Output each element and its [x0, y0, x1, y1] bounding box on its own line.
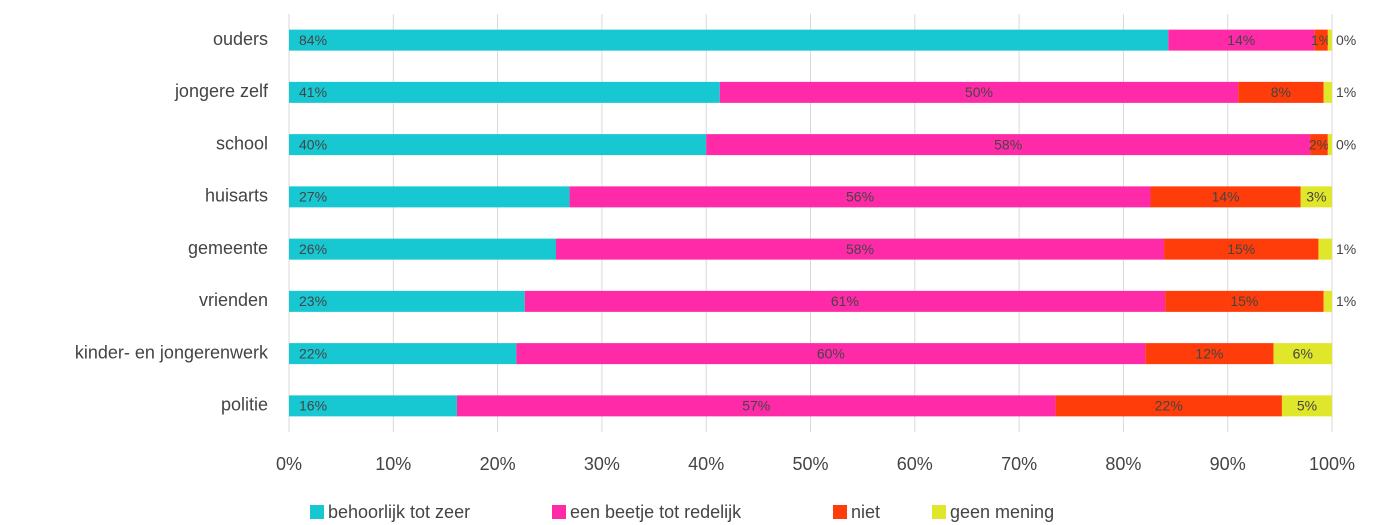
data-label: 1%	[1336, 293, 1356, 309]
data-label: 27%	[299, 189, 327, 205]
bar-segment	[1323, 81, 1332, 103]
bar-segment	[289, 343, 517, 365]
bar-segment	[1323, 290, 1332, 312]
bar-segment	[1300, 186, 1332, 208]
data-label: 61%	[831, 293, 859, 309]
x-tick-label: 0%	[276, 454, 302, 474]
data-label: 23%	[299, 293, 327, 309]
legend-swatch	[932, 505, 946, 519]
data-label: 60%	[817, 345, 845, 361]
bar-segment	[1238, 81, 1324, 103]
data-label: 15%	[1230, 293, 1258, 309]
data-label: 2%	[1309, 136, 1329, 152]
bar-segment	[1150, 186, 1301, 208]
legend-label: een beetje tot redelijk	[570, 502, 742, 522]
y-tick-label: ouders	[213, 29, 268, 49]
y-tick-label: vrienden	[199, 290, 268, 310]
bar-segment	[1327, 134, 1332, 156]
y-tick-label: huisarts	[205, 186, 268, 206]
bar-segment	[524, 290, 1166, 312]
bar-segment	[289, 186, 570, 208]
bar-segment	[1281, 395, 1332, 417]
legend-label: behoorlijk tot zeer	[328, 502, 470, 522]
bar-segment	[289, 81, 720, 103]
data-label: 22%	[1155, 398, 1183, 414]
bar-segment	[289, 290, 525, 312]
data-label: 1%	[1336, 241, 1356, 257]
y-tick-label: jongere zelf	[174, 81, 269, 101]
bar-segment	[1168, 29, 1315, 51]
bar-segment	[1165, 290, 1324, 312]
bar-segment	[1273, 343, 1332, 365]
data-label: 1%	[1336, 84, 1356, 100]
x-tick-label: 70%	[1001, 454, 1037, 474]
bar-segment	[1318, 238, 1332, 260]
x-tick-label: 10%	[375, 454, 411, 474]
x-tick-label: 40%	[688, 454, 724, 474]
data-label: 22%	[299, 345, 327, 361]
legend-swatch	[833, 505, 847, 519]
data-label: 12%	[1195, 345, 1223, 361]
bar-segment	[289, 238, 557, 260]
x-tick-label: 80%	[1105, 454, 1141, 474]
y-tick-label: politie	[221, 395, 268, 415]
data-label: 57%	[742, 398, 770, 414]
y-tick-label: kinder- en jongerenwerk	[75, 342, 269, 362]
bar-segment	[1310, 134, 1328, 156]
bar-segment	[569, 186, 1151, 208]
legend-swatch	[552, 505, 566, 519]
x-tick-label: 20%	[480, 454, 516, 474]
bar-segment	[289, 395, 457, 417]
data-label: 0%	[1336, 136, 1356, 152]
data-label: 14%	[1227, 32, 1255, 48]
data-label: 14%	[1212, 189, 1240, 205]
bar-segment	[1145, 343, 1274, 365]
data-label: 16%	[299, 398, 327, 414]
y-tick-label: gemeente	[188, 238, 268, 258]
bar-segment	[719, 81, 1239, 103]
bar-segment	[289, 29, 1169, 51]
data-label: 84%	[299, 32, 327, 48]
data-label: 15%	[1227, 241, 1255, 257]
data-label: 0%	[1336, 32, 1356, 48]
x-tick-label: 30%	[584, 454, 620, 474]
data-label: 58%	[846, 241, 874, 257]
x-tick-label: 100%	[1309, 454, 1355, 474]
data-label: 1%	[1311, 32, 1331, 48]
bar-segment	[1164, 238, 1319, 260]
data-label: 3%	[1306, 189, 1326, 205]
data-label: 56%	[846, 189, 874, 205]
bar-segment	[289, 134, 707, 156]
data-label: 58%	[994, 136, 1022, 152]
bar-segment	[1314, 29, 1328, 51]
legend-swatch	[310, 505, 324, 519]
bar-segment	[516, 343, 1146, 365]
legend-label: geen mening	[950, 502, 1054, 522]
data-label: 50%	[965, 84, 993, 100]
x-tick-label: 60%	[897, 454, 933, 474]
data-label: 8%	[1271, 84, 1291, 100]
x-tick-label: 90%	[1210, 454, 1246, 474]
bar-segment	[1055, 395, 1282, 417]
data-label: 5%	[1297, 398, 1317, 414]
bar-segment	[706, 134, 1311, 156]
data-label: 41%	[299, 84, 327, 100]
bar-segment	[1327, 29, 1332, 51]
bar-segment	[556, 238, 1165, 260]
data-label: 26%	[299, 241, 327, 257]
x-tick-label: 50%	[792, 454, 828, 474]
legend-label: niet	[851, 502, 880, 522]
data-label: 40%	[299, 136, 327, 152]
data-label: 6%	[1293, 345, 1313, 361]
bar-segment	[456, 395, 1056, 417]
y-tick-label: school	[216, 133, 268, 153]
